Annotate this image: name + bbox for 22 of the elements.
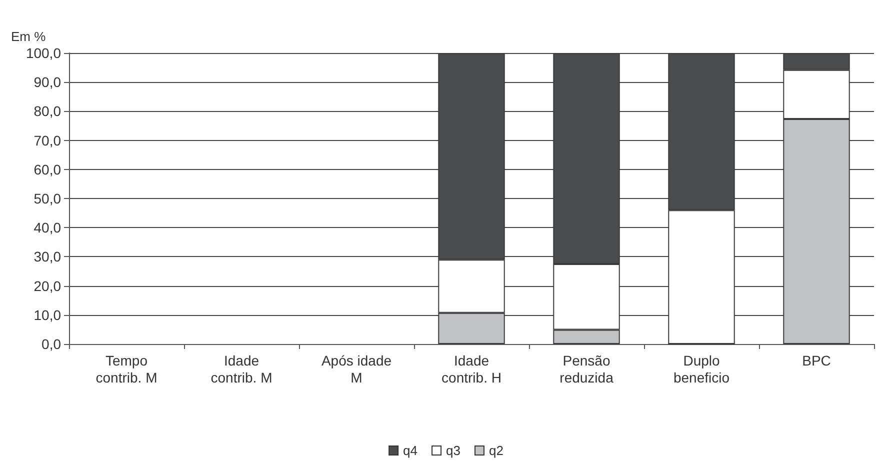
x-tick-label: Tempo contrib. M [96,352,158,386]
y-axis-title: Em % [11,29,46,44]
y-tick-label: 10,0 [34,306,62,323]
y-tick-label: 50,0 [34,190,62,206]
y-tick-label: 100,0 [26,45,62,61]
legend-label: q3 [446,443,460,458]
x-tick-label: Idade contrib. M [210,352,272,386]
y-tick-label: 80,0 [34,103,62,120]
x-tick-label: BPC [802,352,831,368]
x-tick-label: Pensão reduzida [560,352,614,386]
y-tick-label: 0,0 [42,336,62,352]
y-tick-label: 20,0 [34,278,62,294]
x-tick-label: Idade contrib. H [442,352,502,386]
y-tick-label: 70,0 [34,132,62,148]
y-tick-label: 40,0 [34,220,62,236]
x-tick-label: Duplo beneficio [673,352,730,386]
x-tick-label: Após idade M [321,352,392,386]
y-tick-label: 30,0 [34,248,62,265]
y-tick-label: 60,0 [34,161,62,178]
y-tick-label: 90,0 [34,74,62,90]
legend-label: q2 [488,443,504,458]
legend-label: q4 [403,443,418,458]
